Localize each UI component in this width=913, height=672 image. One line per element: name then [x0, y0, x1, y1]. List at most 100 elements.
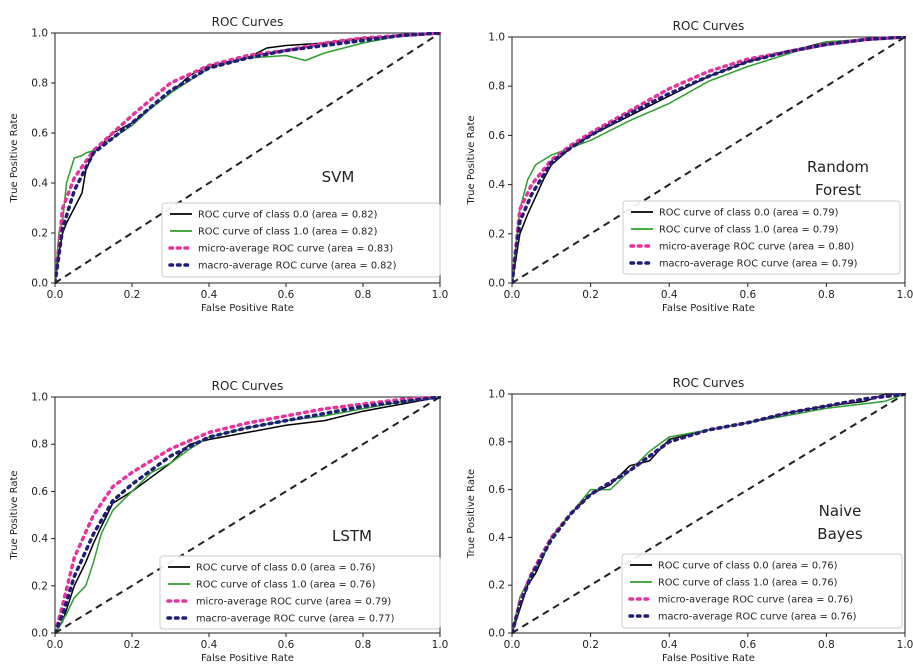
x-tick-label: 1.0 [432, 639, 449, 651]
legend-entry: ROC curve of class 1.0 (area = 0.76) [196, 580, 375, 591]
x-tick-label: 0.0 [47, 639, 64, 651]
y-tick-label: 0.4 [488, 532, 505, 544]
legend-box [622, 200, 901, 275]
legend-entry: ROC curve of class 0.0 (area = 0.82) [198, 210, 377, 221]
series-line-3 [512, 393, 906, 634]
x-tick-label: 0.6 [278, 289, 295, 301]
series-line-3 [55, 396, 441, 634]
x-tick-label: 1.0 [897, 289, 913, 301]
y-tick-label: 0.8 [31, 439, 48, 451]
y-axis-label: True Positive Rate [466, 469, 477, 559]
x-tick-label: 0.2 [582, 289, 599, 301]
y-tick-label: 0.2 [488, 228, 505, 240]
series-line-1 [512, 36, 906, 284]
y-tick-label: 0.2 [488, 580, 505, 592]
y-axis-label: True Positive Rate [9, 470, 20, 560]
x-tick-label: 0.2 [124, 639, 141, 651]
y-tick-label: 1.0 [31, 392, 48, 404]
series-line-1 [55, 396, 441, 634]
chart-title: ROC Curves [673, 376, 745, 390]
x-tick-label: 0.4 [661, 289, 678, 301]
x-axis-label: False Positive Rate [201, 653, 294, 664]
y-tick-label: 0.0 [488, 278, 505, 290]
axes-frame [54, 32, 441, 284]
legend-entry: micro-average ROC curve (area = 0.83) [198, 244, 393, 255]
legend-entry: micro-average ROC curve (area = 0.76) [658, 595, 853, 606]
y-tick-label: 0.0 [31, 628, 48, 640]
x-tick-label: 0.4 [201, 289, 218, 301]
y-tick-label: 0.2 [31, 228, 48, 240]
chance-diagonal-line [55, 396, 441, 634]
legend-entry: ROC curve of class 0.0 (area = 0.76) [658, 561, 837, 572]
y-tick-label: 0.4 [31, 178, 48, 190]
x-tick-label: 1.0 [897, 639, 913, 651]
legend-entry: macro-average ROC curve (area = 0.77) [196, 614, 394, 625]
legend-entry: ROC curve of class 1.0 (area = 0.76) [658, 578, 837, 589]
chance-diagonal-line [55, 32, 441, 284]
roc-panel-3: 0.0 0.2 0.4 0.6 0.8 1.0 0.0 0.2 0.4 0.6 0.8 1.0 ROC … [466, 376, 913, 664]
chart-title: ROC Curves [673, 19, 745, 33]
chart-title: ROC Curves [212, 15, 284, 29]
x-tick-label: 0.6 [739, 639, 756, 651]
series-line-0 [55, 396, 441, 634]
legend-entry: ROC curve of class 0.0 (area = 0.76) [196, 563, 375, 574]
y-tick-label: 1.0 [488, 389, 505, 401]
chart-title: ROC Curves [212, 379, 284, 393]
legend-entry: ROC curve of class 1.0 (area = 0.82) [198, 227, 377, 238]
model-annotation: Bayes [817, 525, 863, 543]
x-tick-label: 0.4 [661, 639, 678, 651]
axes-frame [54, 396, 441, 634]
x-tick-label: 0.8 [818, 289, 835, 301]
chance-diagonal-line [512, 393, 906, 634]
series-line-3 [55, 32, 441, 284]
y-tick-label: 0.0 [488, 628, 505, 640]
model-annotation: Forest [815, 181, 861, 199]
legend-entry: macro-average ROC curve (area = 0.82) [198, 261, 396, 272]
y-tick-label: 0.6 [488, 130, 505, 142]
legend-entry: ROC curve of class 0.0 (area = 0.79) [659, 208, 838, 219]
x-tick-label: 0.0 [47, 289, 64, 301]
legend-box [621, 553, 903, 629]
y-tick-label: 0.6 [488, 484, 505, 496]
y-tick-label: 1.0 [31, 28, 48, 40]
series-line-2 [55, 32, 441, 284]
roc-panel-1: 0.0 0.2 0.4 0.6 0.8 1.0 0.0 0.2 0.4 0.6 0.8 1.0 ROC … [466, 19, 913, 314]
legend-entry: macro-average ROC curve (area = 0.79) [659, 259, 857, 270]
series-line-3 [512, 36, 906, 284]
x-tick-label: 0.0 [504, 639, 521, 651]
legend-box [161, 202, 441, 278]
y-axis-label: True Positive Rate [9, 113, 20, 203]
model-annotation: SVM [322, 168, 355, 186]
legend-entry: micro-average ROC curve (area = 0.80) [659, 242, 854, 253]
x-axis-label: False Positive Rate [662, 303, 755, 314]
x-tick-label: 0.0 [504, 289, 521, 301]
x-axis-label: False Positive Rate [662, 653, 755, 664]
x-tick-label: 1.0 [432, 289, 449, 301]
x-tick-label: 0.2 [582, 639, 599, 651]
y-tick-label: 0.4 [31, 533, 48, 545]
x-tick-label: 0.8 [355, 639, 372, 651]
roc-panel-0: 0.0 0.2 0.4 0.6 0.8 1.0 0.0 0.2 0.4 0.6 0.8 1.0 ROC … [9, 15, 448, 314]
y-axis-label: True Positive Rate [466, 115, 477, 205]
y-tick-label: 0.4 [488, 179, 505, 191]
y-tick-label: 1.0 [488, 32, 505, 44]
model-annotation: Naive [819, 502, 862, 520]
axes-frame [511, 393, 906, 634]
model-annotation: LSTM [332, 527, 372, 545]
x-tick-label: 0.2 [124, 289, 141, 301]
y-tick-label: 0.8 [31, 78, 48, 90]
x-tick-label: 0.6 [278, 639, 295, 651]
legend-entry: macro-average ROC curve (area = 0.76) [658, 612, 856, 623]
legend-box [159, 555, 441, 630]
legend-entry: ROC curve of class 1.0 (area = 0.79) [659, 225, 838, 236]
series-line-2 [512, 36, 906, 284]
y-tick-label: 0.2 [31, 580, 48, 592]
x-tick-label: 0.4 [201, 639, 218, 651]
x-tick-label: 0.8 [818, 639, 835, 651]
y-tick-label: 0.6 [31, 128, 48, 140]
y-tick-label: 0.8 [488, 436, 505, 448]
y-tick-label: 0.8 [488, 81, 505, 93]
roc-panel-2: 0.0 0.2 0.4 0.6 0.8 1.0 0.0 0.2 0.4 0.6 0.8 1.0 ROC … [9, 379, 448, 664]
model-annotation: Random [807, 158, 869, 176]
